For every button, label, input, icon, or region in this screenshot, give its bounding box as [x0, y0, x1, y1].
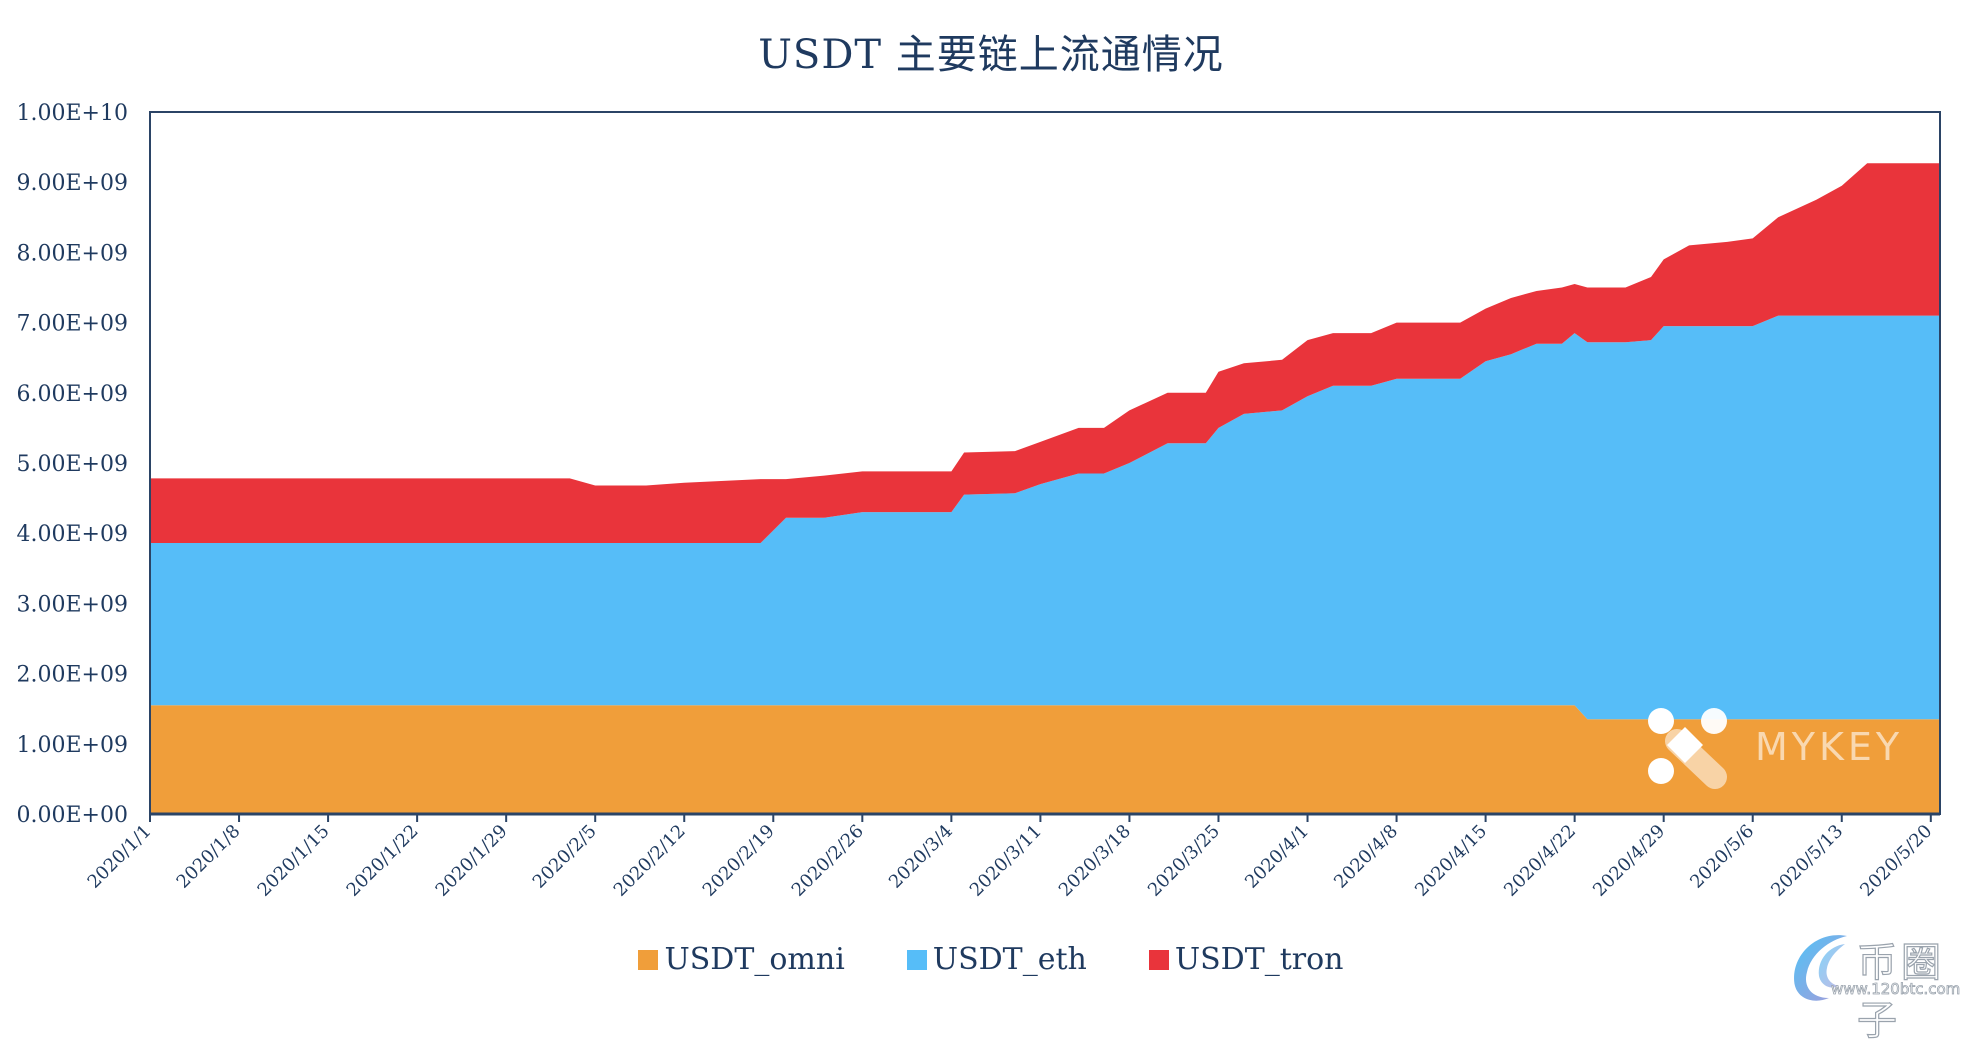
legend-label: USDT_eth	[932, 942, 1087, 977]
x-tick-label: 2020/1/1	[84, 821, 156, 893]
x-tick-label: 2020/1/8	[173, 821, 245, 893]
x-tick-label: 2020/2/5	[529, 821, 601, 893]
x-tick-label: 2020/4/1	[1241, 821, 1313, 893]
area-usdt-omni	[150, 705, 1940, 814]
legend-swatch-tron	[1148, 949, 1169, 970]
site-url: www.120btc.com	[1831, 980, 1961, 999]
x-tick-label: 2020/5/13	[1767, 821, 1847, 901]
legend-label: USDT_tron	[1174, 942, 1344, 977]
area-usdt-tron	[150, 163, 1940, 543]
chart-legend: USDT_omni USDT_eth USDT_tron	[0, 942, 1982, 977]
y-tick-label: 4.00E+09	[17, 522, 128, 547]
legend-swatch-eth	[906, 949, 927, 970]
legend-item-eth[interactable]: USDT_eth	[906, 942, 1087, 977]
area-series-group	[150, 163, 1940, 814]
x-tick-label: 2020/3/4	[885, 821, 957, 893]
x-tick-label: 2020/4/15	[1411, 821, 1491, 901]
mykey-logo-dot-icon	[1648, 758, 1674, 784]
mykey-wordmark: MYKEY	[1755, 725, 1903, 769]
y-tick-label: 7.00E+09	[17, 312, 128, 337]
y-tick-label: 8.00E+09	[17, 241, 128, 266]
y-tick-label: 2.00E+09	[17, 663, 128, 688]
legend-item-tron[interactable]: USDT_tron	[1148, 942, 1344, 977]
y-axis: 0.00E+00 1.00E+09 2.00E+09 3.00E+09 4.00E+09…	[17, 101, 128, 828]
y-tick-label: 9.00E+09	[17, 171, 128, 196]
x-tick-label: 2020/1/22	[343, 821, 423, 901]
legend-item-omni[interactable]: USDT_omni	[638, 942, 845, 977]
y-tick-label: 0.00E+00	[17, 803, 128, 828]
x-tick-label: 2020/3/25	[1144, 821, 1224, 901]
x-tick-label: 2020/5/20	[1856, 821, 1936, 901]
y-tick-label: 3.00E+09	[17, 592, 128, 617]
x-tick-label: 2020/4/29	[1589, 821, 1669, 901]
site-logo-icon	[1794, 935, 1847, 1001]
mykey-logo-dot-icon	[1648, 708, 1674, 734]
legend-label: USDT_omni	[664, 942, 845, 977]
y-tick-label: 1.00E+10	[17, 101, 128, 126]
x-tick-label: 2020/1/15	[254, 821, 334, 901]
chart-title: USDT 主要链上流通情况	[758, 32, 1224, 78]
y-tick-label: 5.00E+09	[17, 452, 128, 477]
legend-swatch-omni	[638, 949, 659, 970]
y-tick-label: 6.00E+09	[17, 382, 128, 407]
x-tick-label: 2020/2/26	[788, 821, 868, 901]
x-tick-label: 2020/2/19	[699, 821, 779, 901]
mykey-watermark: MYKEY	[1648, 708, 1903, 789]
y-tick-label: 1.00E+09	[17, 733, 128, 758]
x-tick-label: 2020/5/6	[1686, 821, 1758, 893]
x-tick-label: 2020/3/18	[1055, 821, 1135, 901]
x-tick-label: 2020/4/8	[1330, 821, 1402, 893]
x-axis: 2020/1/1 2020/1/8 2020/1/15 2020/1/22 2020/1…	[84, 812, 1940, 901]
mykey-logo-diamond-icon	[1667, 727, 1703, 763]
x-tick-label: 2020/1/29	[432, 821, 512, 901]
x-tick-label: 2020/4/22	[1500, 821, 1580, 901]
mykey-logo-dot-icon	[1701, 708, 1727, 734]
x-tick-label: 2020/2/12	[610, 821, 690, 901]
area-usdt-eth	[150, 315, 1940, 720]
x-tick-label: 2020/3/11	[966, 821, 1046, 901]
stacked-area-chart: 0.00E+00 1.00E+09 2.00E+09 3.00E+09 4.00E+09…	[17, 101, 1941, 901]
site-watermark: 币圈子 www.120btc.com	[1785, 928, 1982, 1045]
